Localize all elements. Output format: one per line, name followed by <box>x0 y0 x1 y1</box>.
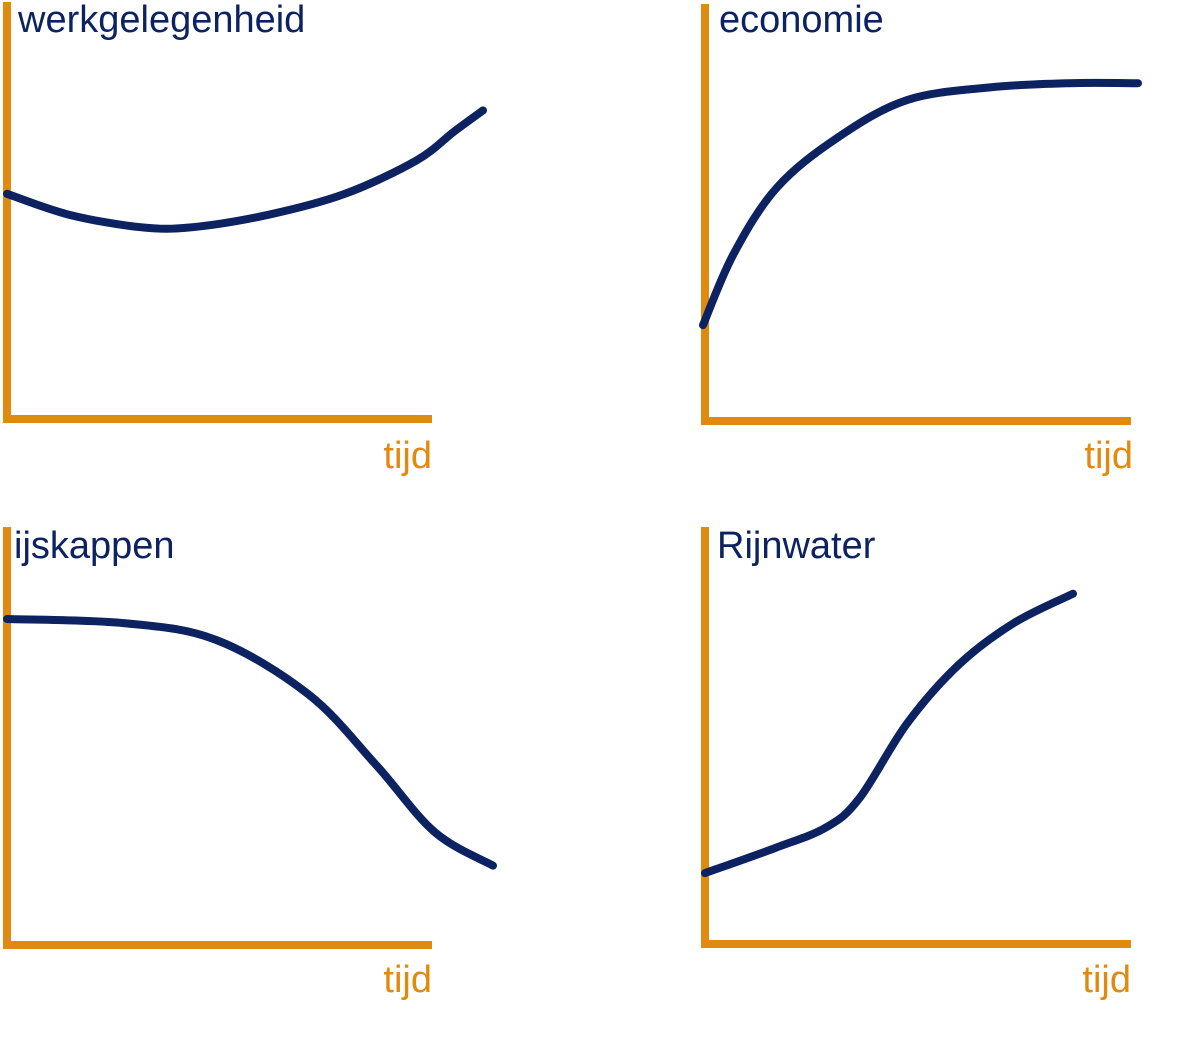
x-axis-label: tijd <box>383 435 432 477</box>
series-line <box>701 589 1077 878</box>
axes <box>701 527 1131 948</box>
chart-rijnwater: Rijnwater tijd <box>701 525 1131 1001</box>
x-axis-label: tijd <box>383 959 432 1001</box>
chart-title: economie <box>719 0 884 41</box>
x-axis-label: tijd <box>1082 959 1131 1001</box>
chart-title: werkgelegenheid <box>17 0 305 41</box>
series-line <box>3 615 497 870</box>
series-line <box>699 78 1142 330</box>
series-line <box>3 106 487 233</box>
axes <box>3 527 432 949</box>
chart-title: ijskappen <box>14 525 175 567</box>
chart-title: Rijnwater <box>717 525 876 567</box>
x-axis-label: tijd <box>1084 435 1133 477</box>
axes <box>701 4 1131 425</box>
chart-werkgelegenheid: werkgelegenheid tijd <box>3 0 487 477</box>
axes <box>3 2 432 423</box>
chart-ijskappen: ijskappen tijd <box>3 525 497 1001</box>
chart-economie: economie tijd <box>699 0 1142 477</box>
